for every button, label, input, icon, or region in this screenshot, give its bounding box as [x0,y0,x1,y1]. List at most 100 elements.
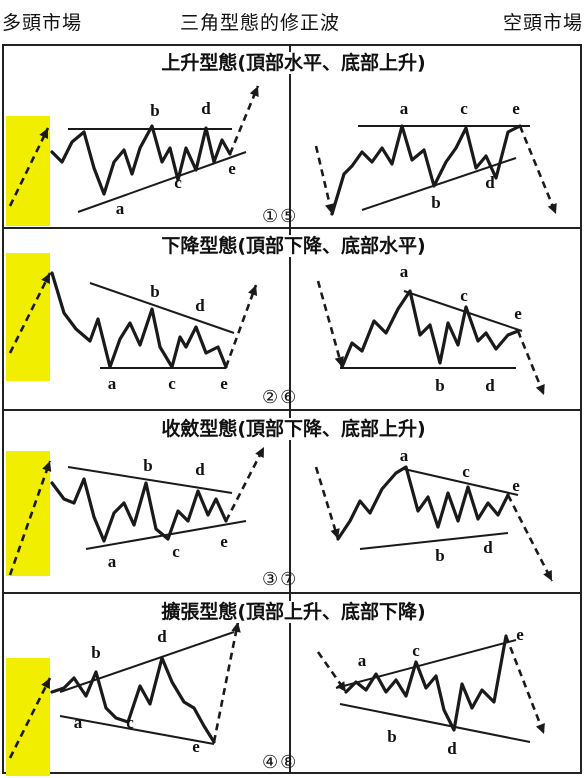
left-lower-trendline [85,520,247,550]
panel-title-expanding: 擴張型態(頂部上升、底部下降) [159,601,428,623]
center-divider [289,44,291,774]
divider-3 [2,592,582,594]
left-wave-path [50,656,216,744]
left-wave-label-b: b [143,456,152,475]
figure-number: ⑧ [280,752,297,773]
right-wave-label-d: d [483,538,493,557]
divider-1 [2,227,582,229]
left-wave-label-c: c [174,173,182,192]
right-upper-trendline [403,468,519,496]
bear-market-label: 空頭市場 [502,12,583,34]
bear-trend-arrow [314,466,340,540]
left-wave-label-a: a [108,374,117,393]
bull-trend-arrow [8,272,52,354]
left-wave-path [50,477,228,543]
figure-number: ⑥ [280,387,297,408]
right-wave-path [330,124,522,216]
left-breakout-arrow [224,284,258,368]
right-wave-path [344,634,508,732]
left-wave-path [50,271,228,369]
left-upper-trendline [89,282,235,334]
right-lower-trendline [339,703,531,743]
left-wave-label-a: a [108,552,117,571]
bear-trend-arrow [316,280,344,368]
panel-expanding-triangle: a b c d e a b c d e [6,621,546,776]
right-breakdown-arrow-head [543,570,552,581]
figure-number: ⑤ [280,206,297,227]
right-wave-path [336,465,510,541]
right-wave-label-c: c [460,286,468,305]
panel-title-symmetrical: 收斂型態(頂部下降、底部上升) [159,418,428,440]
right-breakdown-arrow-head [535,723,545,734]
bull-market-label: 多頭市場 [2,12,83,34]
left-wave-label-a: a [74,713,83,732]
panel-ascending-triangle: a b c d e a b c d e [6,85,558,226]
figure-number: ④ [262,752,279,773]
right-wave-label-d: d [485,173,495,192]
left-wave-label-d: d [201,99,211,118]
bull-trend-highlight [6,658,50,776]
panel-title-ascending: 上升型態(頂部水平、底部上升) [159,52,428,74]
left-breakout-arrow [224,446,266,522]
left-lower-trendline [77,151,247,213]
left-wave-label-b: b [150,101,159,120]
left-upper-trendline [59,631,235,693]
bull-trend-highlight [6,451,50,576]
right-wave-label-d: d [485,376,495,395]
right-lower-trendline [359,532,509,550]
bear-trend-arrow-head [330,528,340,539]
right-wave-label-a: a [400,99,409,118]
figure-number: ② [262,387,279,408]
right-breakdown-arrow [506,494,554,582]
right-wave-label-e: e [512,476,520,495]
bull-trend-arrow-head [42,461,52,472]
right-wave-label-a: a [358,651,367,670]
left-wave-label-d: d [157,627,167,646]
header: 多頭市場 三角型態的修正波 空頭市場 [0,0,587,44]
right-wave-label-a: a [400,446,409,465]
left-wave-label-e: e [220,532,228,551]
figure-number: ⑦ [280,569,297,590]
right-breakdown-arrow [504,635,546,735]
divider-2 [2,409,582,411]
left-breakout-arrow-head [248,285,258,296]
right-wave-label-b: b [431,193,440,212]
bull-trend-arrow-head [39,128,48,139]
left-lower-trendline [59,715,215,745]
right-wave-label-d: d [447,739,457,758]
figure-number: ① [262,206,279,227]
right-wave-label-c: c [412,641,420,660]
page-title: 三角型態的修正波 [180,12,341,34]
left-wave-label-a: a [116,199,125,218]
left-wave-label-d: d [195,460,205,479]
right-wave-path [340,289,520,369]
left-wave-label-d: d [195,296,205,315]
right-breakdown-arrow [518,125,558,215]
left-wave-path [50,124,232,196]
right-wave-label-e: e [516,625,524,644]
panel-symmetrical-triangle: a b c d e a b c d e [6,446,554,582]
left-wave-label-b: b [91,643,100,662]
panel-descending-triangle: a b c d e a b c d e [6,253,546,396]
left-breakout-arrow-head [249,86,259,97]
right-wave-label-a: a [400,262,409,281]
bull-trend-arrow-head [41,678,50,689]
left-wave-label-c: c [168,374,176,393]
right-wave-label-c: c [462,462,470,481]
left-breakout-arrow [212,621,240,743]
left-wave-label-e: e [228,159,236,178]
bear-trend-arrow [314,145,334,215]
left-wave-label-b: b [150,282,159,301]
left-wave-label-c: c [172,542,180,561]
bull-trend-arrow [8,127,50,207]
right-wave-label-c: c [460,99,468,118]
left-breakout-arrow-head [255,447,264,458]
panel-title-descending: 下降型態(頂部下降、底部水平) [159,235,428,257]
right-wave-label-e: e [512,99,520,118]
right-wave-label-b: b [387,727,396,746]
left-wave-label-e: e [220,374,228,393]
